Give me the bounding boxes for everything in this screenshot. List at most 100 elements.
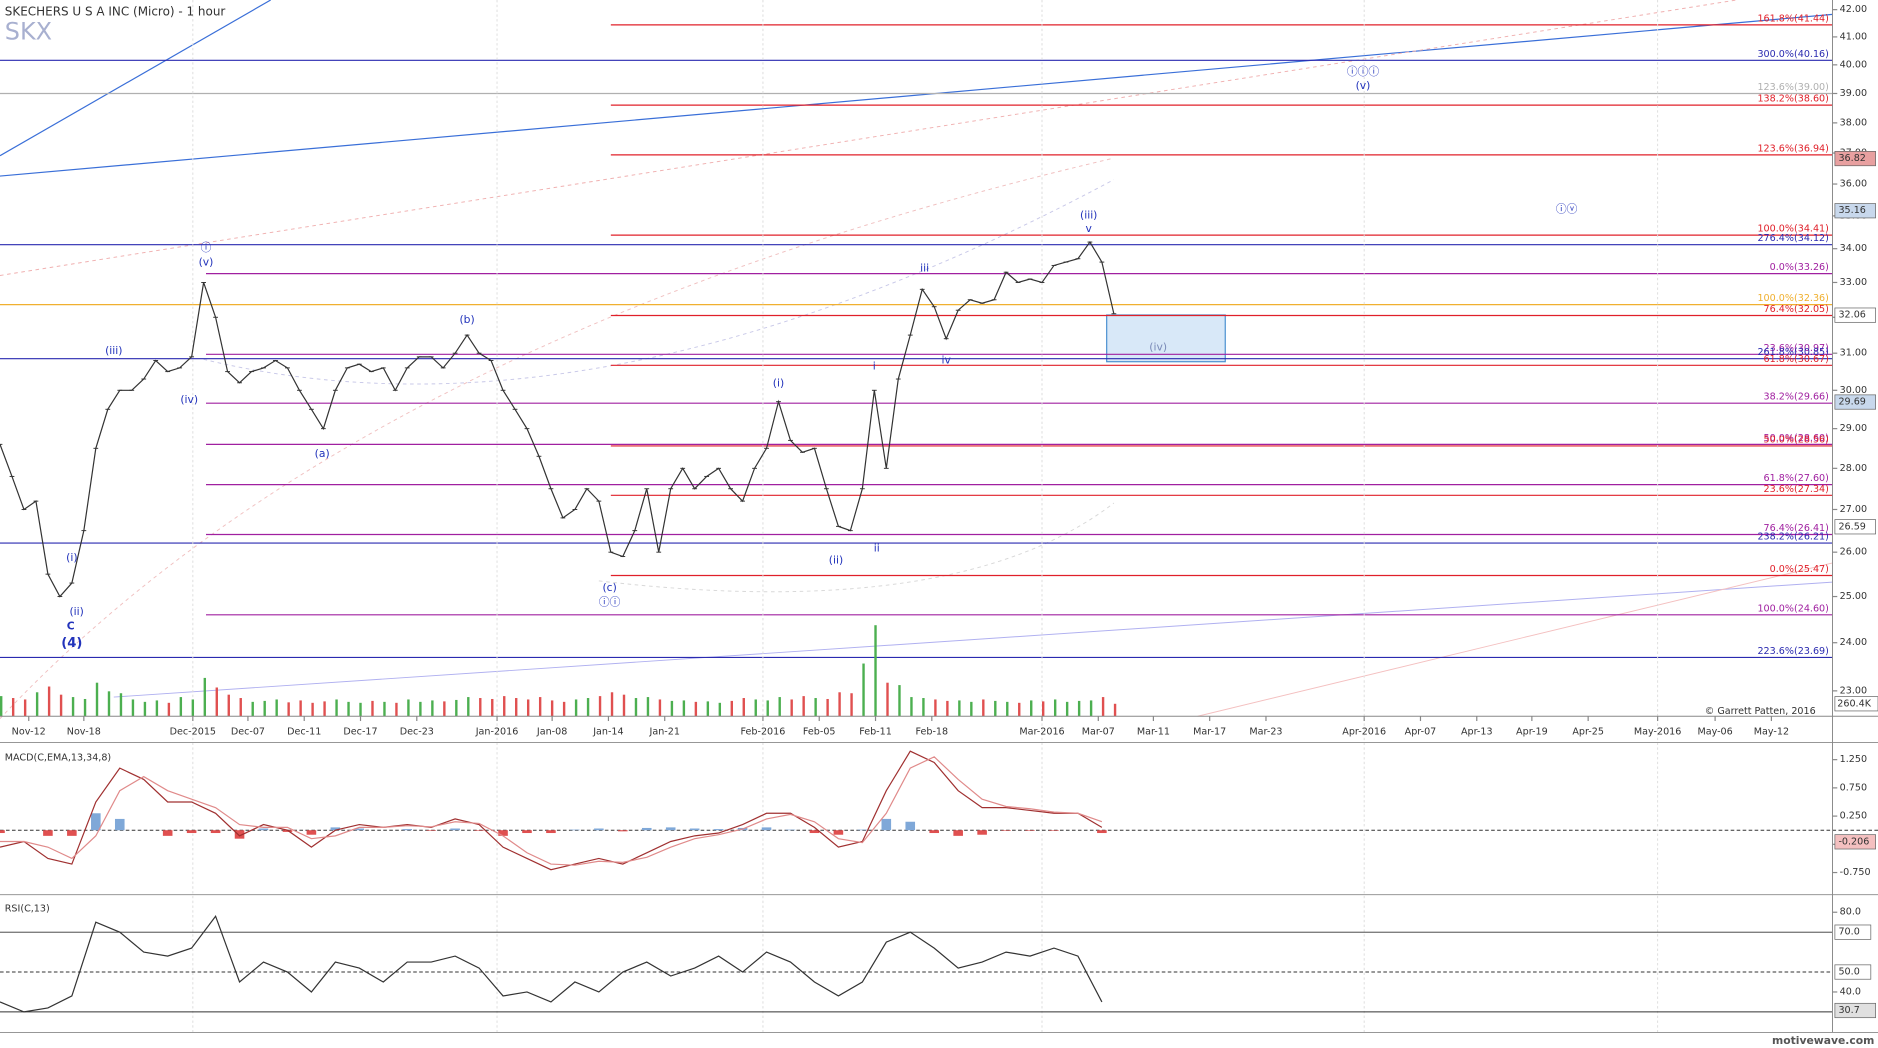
value-marker bbox=[1834, 1002, 1876, 1019]
volume-bar bbox=[95, 682, 99, 717]
x-tick-label: Mar-23 bbox=[1249, 726, 1282, 737]
volume-bar bbox=[802, 696, 805, 717]
wave-label: ⓘⓥ bbox=[1556, 203, 1578, 216]
y-tick-label: 28.00 bbox=[1840, 463, 1867, 474]
y-tick-label: 80.0 bbox=[1840, 907, 1861, 918]
macd-line bbox=[0, 756, 1103, 866]
volume-bar bbox=[730, 700, 733, 717]
volume-bar bbox=[215, 687, 218, 717]
histogram-bar bbox=[570, 829, 580, 831]
y-tick-label: 36.00 bbox=[1840, 179, 1867, 190]
y-tick-label: 42.00 bbox=[1840, 4, 1867, 15]
histogram-bar bbox=[0, 830, 5, 834]
histogram-bar bbox=[498, 830, 508, 836]
volume-bar bbox=[910, 697, 913, 717]
y-tick-label: 39.00 bbox=[1840, 88, 1867, 99]
fib-level-label: 61.8%(27.60) bbox=[1764, 473, 1829, 484]
volume-bar bbox=[1113, 703, 1117, 717]
value-marker-label: -0.206 bbox=[1838, 836, 1869, 847]
volume-bar bbox=[419, 701, 422, 717]
fib-level-label: 61.8%(30.67) bbox=[1764, 354, 1829, 365]
volume-bar bbox=[407, 699, 410, 717]
fib-level-label: 38.2%(29.66) bbox=[1764, 392, 1829, 403]
value-marker bbox=[1834, 307, 1876, 323]
volume-bar bbox=[610, 692, 614, 717]
wave-label: v bbox=[1086, 222, 1093, 235]
fib-level-label: 123.6%(39.00) bbox=[1757, 82, 1828, 93]
wave-label: (iii) bbox=[105, 344, 122, 357]
x-tick-label: Mar-17 bbox=[1193, 726, 1226, 737]
fib-level-label: 76.4%(32.05) bbox=[1764, 304, 1829, 315]
volume-bar bbox=[658, 699, 662, 717]
x-tick-label: Dec-07 bbox=[231, 726, 265, 737]
histogram-bar bbox=[234, 830, 245, 839]
histogram-bar bbox=[929, 830, 939, 834]
macd-line bbox=[0, 750, 1103, 871]
y-tick-label: 40.00 bbox=[1840, 59, 1867, 70]
wave-label: iii bbox=[920, 261, 929, 274]
x-tick-label: Dec-17 bbox=[343, 726, 377, 737]
volume-bar bbox=[155, 700, 159, 717]
histogram-bar bbox=[785, 829, 796, 831]
volume-bar bbox=[119, 693, 123, 717]
volume-bar bbox=[263, 700, 266, 717]
volume-bar bbox=[299, 700, 302, 717]
channel-curve bbox=[203, 179, 1115, 385]
x-tick-label: Mar-07 bbox=[1082, 726, 1115, 737]
volume-bar bbox=[1042, 701, 1045, 717]
histogram-bar bbox=[354, 828, 365, 831]
volume-bar bbox=[850, 693, 853, 717]
volume-bar bbox=[838, 692, 841, 717]
volume-bar bbox=[646, 697, 650, 717]
fib-level-label: 276.4%(34.12) bbox=[1757, 233, 1828, 244]
fib-level-label: 300.0%(40.16) bbox=[1757, 49, 1828, 60]
volume-bar bbox=[203, 677, 207, 717]
trendline bbox=[0, 0, 1737, 276]
y-tick-label: 26.00 bbox=[1840, 547, 1867, 558]
volume-bar bbox=[538, 697, 542, 717]
volume-bar bbox=[958, 700, 961, 717]
volume-bar bbox=[23, 699, 27, 717]
channel-curve bbox=[598, 502, 1115, 593]
x-tick-label: Apr-19 bbox=[1516, 726, 1548, 737]
x-tick-label: Feb-05 bbox=[803, 726, 836, 737]
rsi-title: RSI(C,13) bbox=[5, 904, 50, 915]
wave-label: iv bbox=[941, 354, 951, 367]
y-tick-label: -0.750 bbox=[1840, 867, 1871, 878]
value-marker-label: 26.59 bbox=[1838, 521, 1865, 532]
volume-bar bbox=[275, 699, 278, 717]
histogram-bar bbox=[522, 830, 532, 834]
value-marker-label: 29.69 bbox=[1838, 397, 1865, 408]
x-tick-label: Apr-07 bbox=[1405, 726, 1437, 737]
fib-level-label: 50.0%(28.60) bbox=[1764, 433, 1829, 444]
fib-level-label: 50.0%(28.56) bbox=[1764, 434, 1829, 445]
volume-bar bbox=[479, 698, 482, 717]
volume-bar bbox=[970, 701, 973, 717]
histogram-bar bbox=[977, 830, 987, 835]
fib-level-label: 100.0%(24.60) bbox=[1757, 603, 1828, 614]
value-marker bbox=[1834, 394, 1876, 410]
fib-levels: 161.8%(41.44)300.0%(40.16)123.6%(39.00)1… bbox=[0, 13, 1833, 659]
value-marker bbox=[1834, 964, 1872, 980]
value-marker-label: 70.0 bbox=[1838, 927, 1859, 938]
y-tick-label: 30.00 bbox=[1840, 385, 1867, 396]
volume-bar bbox=[227, 694, 230, 717]
wave-label: (v) bbox=[199, 255, 214, 268]
histogram-bar bbox=[809, 830, 820, 834]
volume-bar bbox=[251, 701, 254, 717]
value-marker bbox=[1834, 924, 1872, 940]
fib-level-label: 138.2%(38.60) bbox=[1757, 94, 1828, 105]
histogram-bar bbox=[857, 829, 868, 831]
volume-bar bbox=[383, 701, 386, 717]
volume-bar bbox=[11, 698, 15, 717]
value-marker-label: 50.0 bbox=[1838, 967, 1859, 978]
y-tick-label: 0.750 bbox=[1840, 782, 1867, 793]
histogram-bar bbox=[306, 830, 317, 835]
volume-bar bbox=[35, 692, 39, 717]
wave-label: (iv) bbox=[180, 393, 198, 406]
value-marker-label: 35.16 bbox=[1838, 205, 1865, 216]
y-tick-label: 40.0 bbox=[1840, 986, 1861, 997]
volume-bar bbox=[347, 701, 350, 717]
